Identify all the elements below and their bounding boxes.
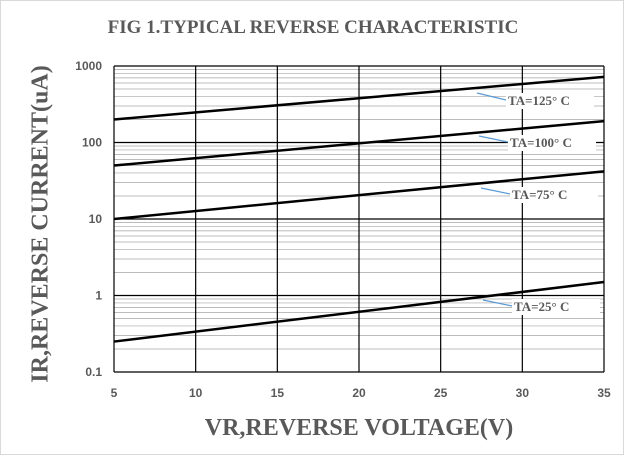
label-leader-line	[480, 187, 511, 195]
x-tick-label: 5	[111, 386, 118, 400]
label-leader-line	[482, 299, 513, 307]
series-line	[113, 75, 605, 121]
y-tick-label: 0.1	[85, 365, 102, 379]
x-tick-label: 15	[271, 386, 285, 400]
x-axis-title: VR,REVERSE VOLTAGE(V)	[204, 415, 514, 441]
x-tick-label: 35	[597, 386, 611, 400]
series-label: TA=75° C	[512, 187, 567, 202]
y-axis-title: IR,REVERSE CURRENT(uA)	[27, 65, 54, 383]
label-leader-line	[476, 92, 507, 101]
y-tick-label: 1	[95, 289, 102, 303]
series-label: TA=100° C	[510, 135, 572, 150]
series-label-bg	[512, 299, 600, 315]
y-tick-label: 10	[89, 212, 103, 226]
y-tick-label: 1000	[75, 59, 102, 73]
x-tick-label: 20	[352, 386, 366, 400]
series-label-bg	[508, 135, 596, 151]
x-tick-label: 25	[434, 386, 448, 400]
series-line	[113, 119, 605, 167]
series-label: TA=125° C	[508, 93, 570, 108]
series-label-bg	[510, 187, 598, 203]
series-line	[113, 280, 605, 343]
x-tick-label: 10	[189, 386, 203, 400]
label-leader-line	[478, 135, 509, 143]
y-tick-label: 100	[82, 136, 102, 150]
series-line	[113, 170, 605, 221]
chart-title: FIG 1.TYPICAL REVERSE CHARACTERISTIC	[107, 17, 519, 38]
x-tick-label: 30	[516, 386, 530, 400]
series-label: TA=25° C	[514, 299, 569, 314]
series-label-bg	[506, 93, 594, 109]
